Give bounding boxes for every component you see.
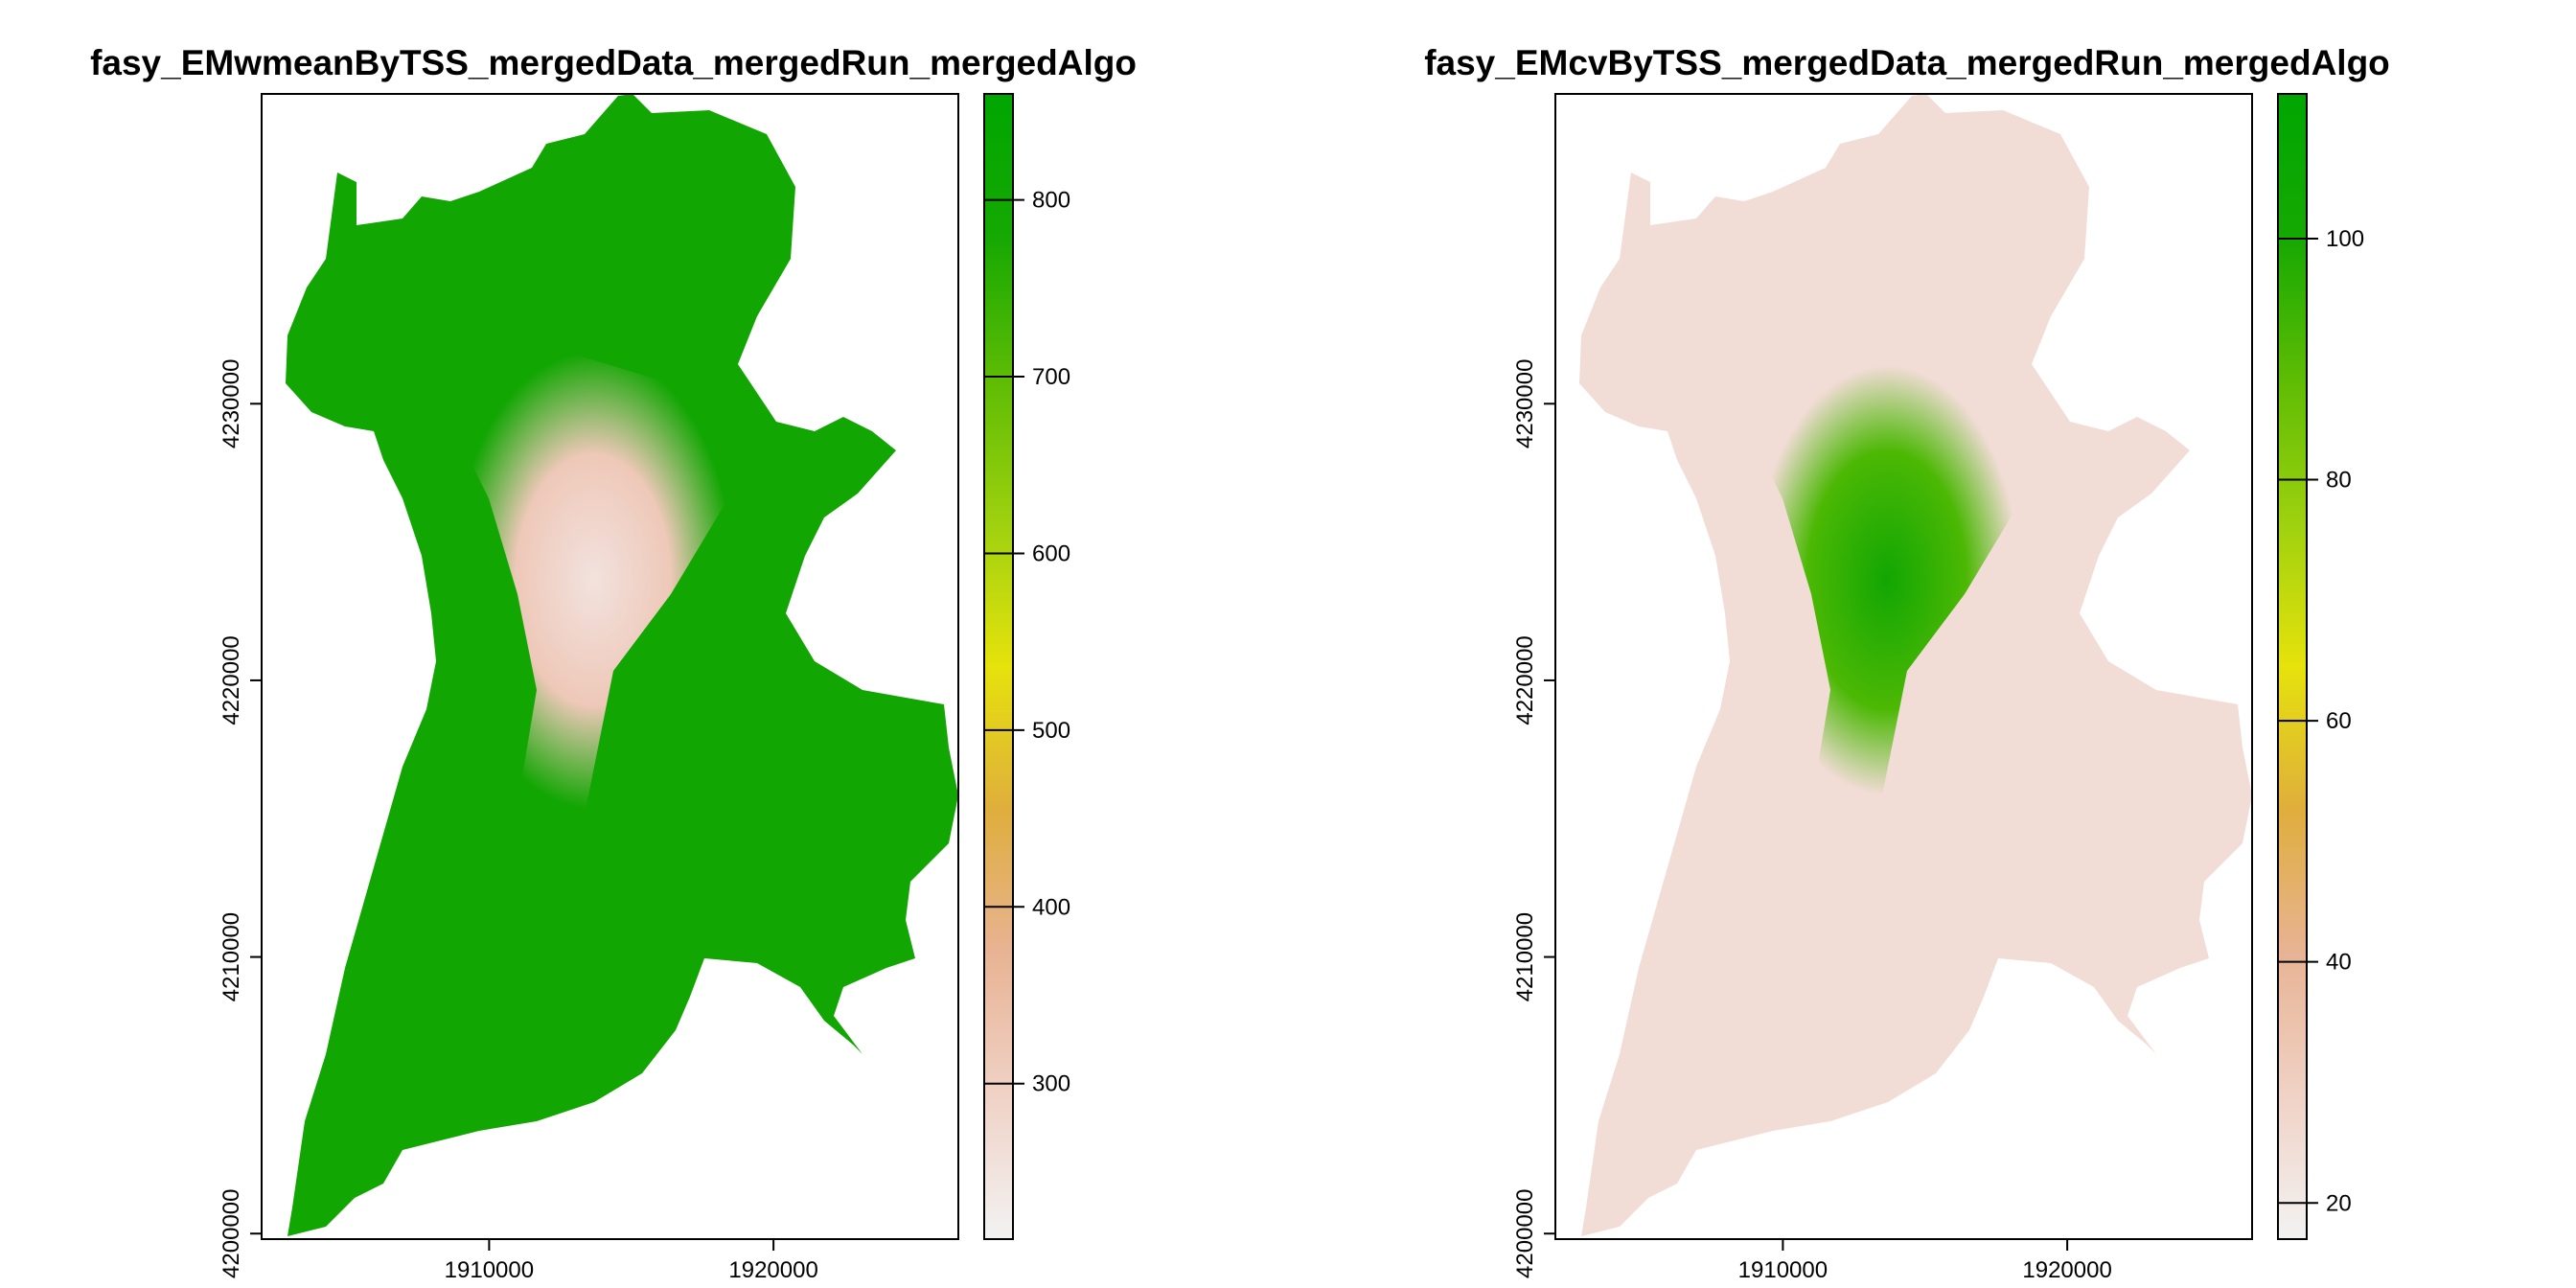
colorbar-frame	[2277, 93, 2308, 1240]
colorbar-tick-label: 400	[1032, 894, 1070, 920]
y-tick-label: 4220000	[1512, 635, 1538, 724]
colorbar-tick-label: 20	[2326, 1190, 2352, 1216]
y-tick-label: 4230000	[218, 359, 244, 448]
panel-2-x-axis: 1910000 1920000	[1738, 1238, 2112, 1283]
x-tick-label: 1920000	[2022, 1257, 2111, 1283]
valley-overlay	[412, 307, 815, 958]
colorbar-tick-label: 300	[1032, 1071, 1070, 1097]
y-tick-label: 4220000	[218, 635, 244, 724]
panel-2-region-shape	[1579, 94, 2252, 1236]
valley-overlay	[1706, 307, 2108, 958]
panel-2-map	[1579, 94, 2252, 1236]
colorbar-tick-label: 500	[1032, 718, 1070, 744]
panel-2-title: fasy_EMcvByTSS_mergedData_mergedRun_merg…	[1424, 43, 2390, 82]
colorbar-frame	[983, 93, 1014, 1240]
x-tick-label: 1910000	[445, 1257, 534, 1283]
y-tick-label: 4210000	[1512, 912, 1538, 1001]
colorbar-gradient	[984, 94, 1013, 1239]
y-tick-label: 4200000	[218, 1189, 244, 1278]
panel-2: fasy_EMcvByTSS_mergedData_mergedRun_merg…	[1424, 43, 2390, 1283]
panel-1-colorbar: 300 400 500 600 700 800	[983, 93, 1070, 1240]
panel-1-title: fasy_EMwmeanByTSS_mergedData_mergedRun_m…	[90, 43, 1137, 82]
panel-1-y-axis: 4200000 4210000 4220000 4230000	[218, 359, 263, 1278]
panel-2-y-axis: 4200000 4210000 4220000 4230000	[1512, 359, 1556, 1278]
colorbar-tick-label: 600	[1032, 540, 1070, 566]
panel-2-colorbar: 20 40 60 80 100	[2277, 93, 2364, 1240]
colorbar-tick-label: 100	[2326, 226, 2364, 252]
panel-1-x-axis: 1910000 1920000	[445, 1238, 818, 1283]
colorbar-gradient	[2278, 94, 2307, 1239]
x-tick-label: 1920000	[728, 1257, 817, 1283]
colorbar-tick-label: 40	[2326, 950, 2352, 976]
colorbar-tick-label: 700	[1032, 364, 1070, 390]
y-tick-label: 4230000	[1512, 359, 1538, 448]
y-tick-label: 4200000	[1512, 1189, 1538, 1278]
panel-1-map	[286, 94, 958, 1236]
panel-1: fasy_EMwmeanByTSS_mergedData_mergedRun_m…	[90, 43, 1137, 1283]
y-tick-label: 4210000	[218, 912, 244, 1001]
colorbar-tick-label: 80	[2326, 468, 2352, 494]
colorbar-tick-label: 800	[1032, 188, 1070, 214]
panel-1-region-shape	[286, 94, 958, 1236]
colorbar-tick-label: 60	[2326, 708, 2352, 734]
x-tick-label: 1910000	[1738, 1257, 1828, 1283]
